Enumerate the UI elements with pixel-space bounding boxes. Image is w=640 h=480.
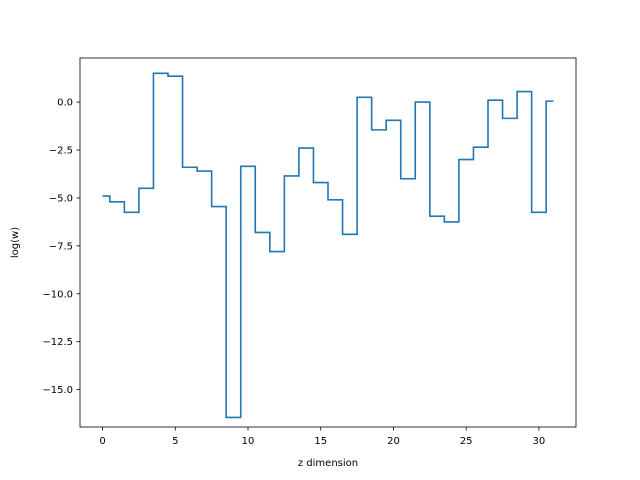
x-tick-label: 0 — [99, 436, 105, 447]
x-tick-label: 15 — [314, 436, 327, 447]
y-tick-label: −7.5 — [49, 241, 73, 252]
y-axis: −15.0 −12.5 −10.0 −7.5 −5.0 −2.5 0.0 — [42, 98, 80, 396]
x-axis: 0 5 10 15 20 25 30 — [99, 427, 545, 447]
y-tick-label: −10.0 — [42, 289, 73, 300]
y-tick-label: −15.0 — [42, 385, 73, 396]
axes-frame — [79, 57, 577, 428]
x-axis-label: z dimension — [298, 458, 358, 469]
x-tick-label: 5 — [172, 436, 178, 447]
y-tick-label: −5.0 — [49, 193, 73, 204]
series-line-0 — [102, 72, 554, 419]
y-tick-label: 0.0 — [57, 98, 73, 109]
series-layer — [102, 72, 554, 419]
y-tick-label: −2.5 — [49, 146, 73, 157]
x-tick-label: 20 — [387, 436, 400, 447]
plot-area — [80, 58, 576, 427]
y-tick-label: −12.5 — [42, 337, 73, 348]
y-axis-label: log(w) — [10, 227, 21, 258]
x-tick-label: 30 — [533, 436, 546, 447]
x-tick-label: 10 — [242, 436, 255, 447]
x-tick-label: 25 — [460, 436, 473, 447]
